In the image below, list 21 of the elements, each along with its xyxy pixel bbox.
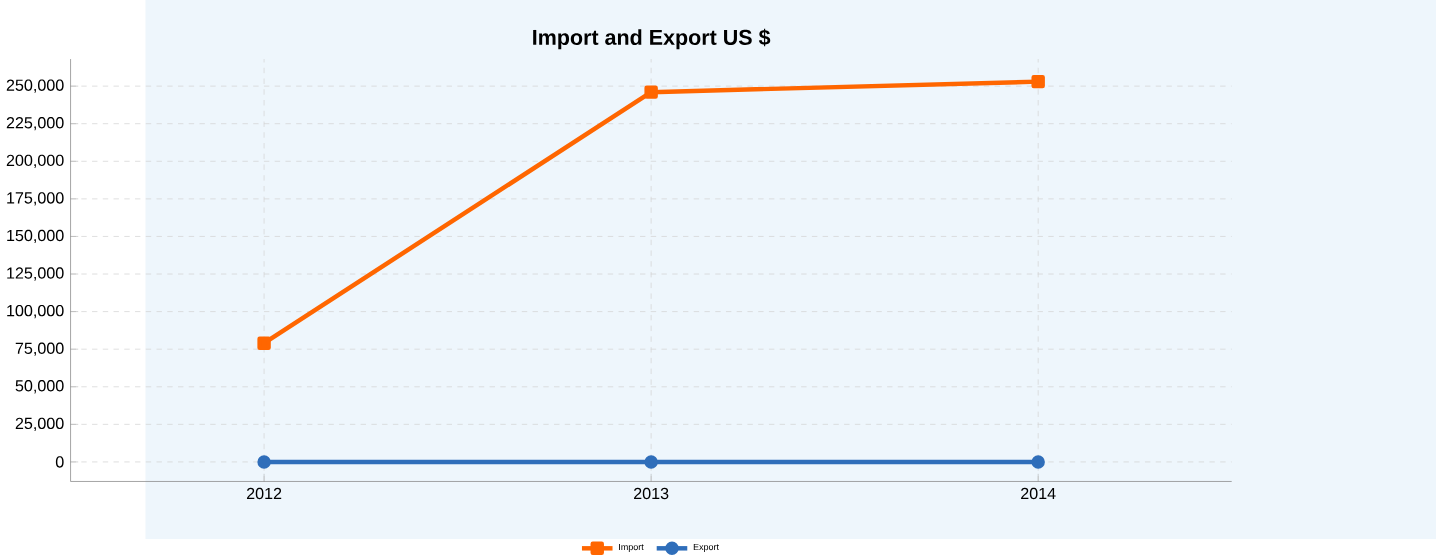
y-tick-label: 250,000 xyxy=(6,79,64,93)
point xyxy=(1031,74,1045,89)
y-tick-label: 100,000 xyxy=(7,304,64,319)
x-tick-label: 2013 xyxy=(634,487,669,500)
x-tick-label: 2014 xyxy=(1021,487,1056,500)
point xyxy=(257,455,271,469)
point xyxy=(257,336,271,350)
chart-title: Import and Export US $ xyxy=(533,28,771,50)
y-tick-label: 175,000 xyxy=(7,192,64,206)
point xyxy=(1031,455,1045,469)
y-tick-label: 225,000 xyxy=(6,117,64,131)
y-tick-label: 150,000 xyxy=(7,229,64,244)
y-tick-label: 125,000 xyxy=(7,267,64,281)
y-tick-label: 50,000 xyxy=(15,380,64,394)
point xyxy=(644,85,658,99)
y-tick-label: 25,000 xyxy=(15,417,64,432)
y-tick-label: 75,000 xyxy=(15,342,64,356)
y-tick-label: 200,000 xyxy=(6,154,64,168)
point xyxy=(644,455,658,469)
x-tick-label: 2012 xyxy=(246,487,282,500)
y-tick-label: 0 xyxy=(55,456,64,468)
